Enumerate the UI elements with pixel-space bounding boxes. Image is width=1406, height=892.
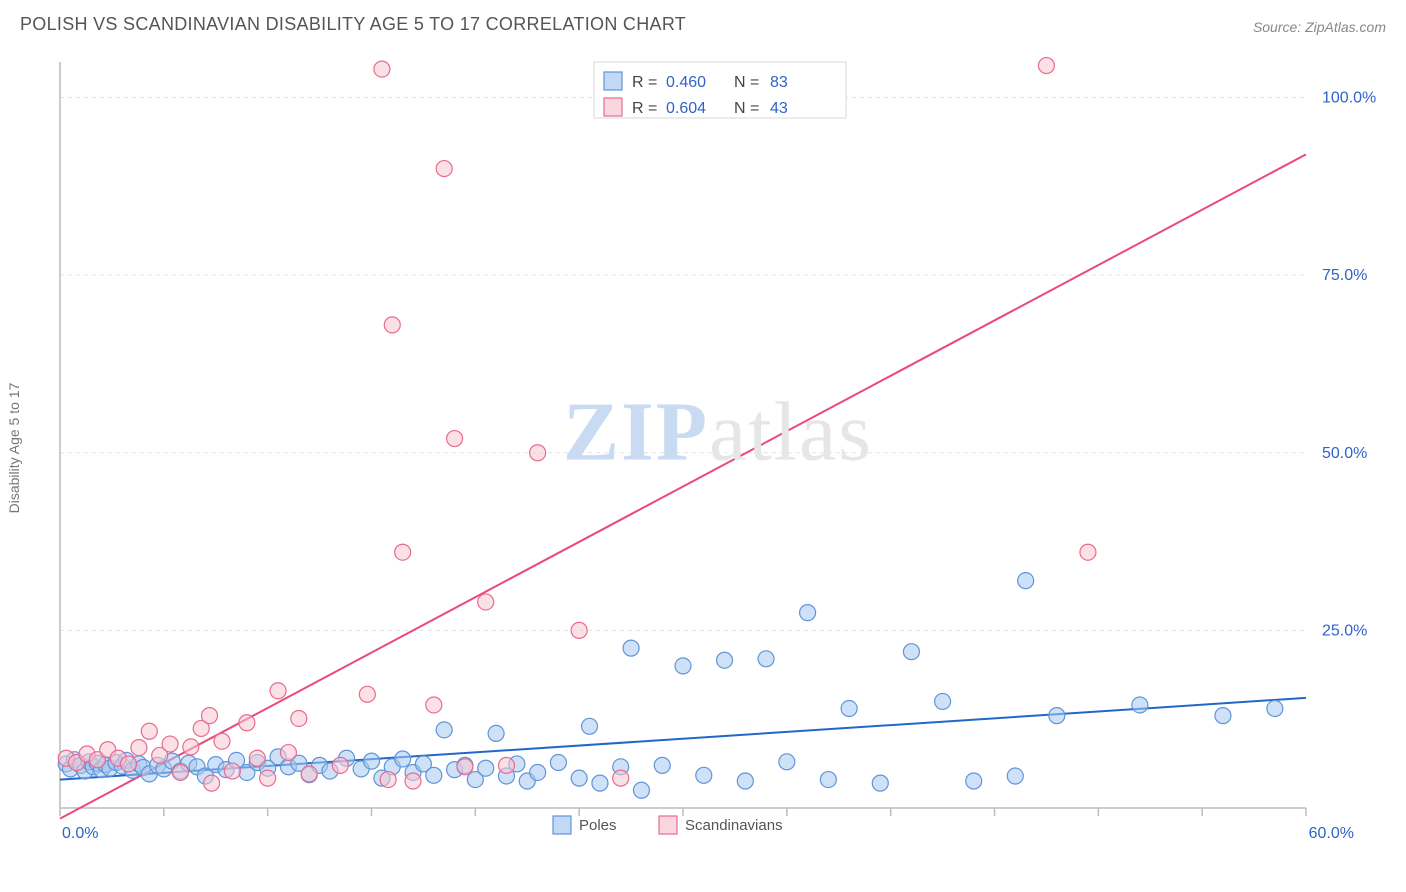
svg-text:75.0%: 75.0%	[1322, 267, 1367, 284]
svg-text:50.0%: 50.0%	[1322, 445, 1367, 462]
svg-text:100.0%: 100.0%	[1322, 90, 1376, 107]
svg-text:N =: N =	[734, 100, 759, 117]
svg-text:43: 43	[770, 100, 788, 117]
svg-text:0.460: 0.460	[666, 74, 706, 91]
svg-text:83: 83	[770, 74, 788, 91]
svg-text:60.0%: 60.0%	[1309, 825, 1354, 842]
chart-title: POLISH VS SCANDINAVIAN DISABILITY AGE 5 …	[20, 14, 686, 35]
svg-text:25.0%: 25.0%	[1322, 622, 1367, 639]
svg-text:N =: N =	[734, 74, 759, 91]
svg-text:R =: R =	[632, 74, 657, 91]
chart-container: Disability Age 5 to 17 ZIPatlas 25.0%50.…	[50, 48, 1386, 848]
chart-header: POLISH VS SCANDINAVIAN DISABILITY AGE 5 …	[0, 0, 1406, 43]
y-axis-label: Disability Age 5 to 17	[6, 383, 22, 514]
svg-text:0.604: 0.604	[666, 100, 706, 117]
svg-text:R =: R =	[632, 100, 657, 117]
svg-text:0.0%: 0.0%	[62, 825, 98, 842]
chart-source: Source: ZipAtlas.com	[1253, 19, 1386, 35]
svg-text:Scandinavians: Scandinavians	[685, 817, 783, 834]
svg-text:Poles: Poles	[579, 817, 617, 834]
scatter-chart: 25.0% 50.0% 75.0% 100.0% 0.0% 60.0% R = 0.460 N …	[50, 48, 1386, 848]
